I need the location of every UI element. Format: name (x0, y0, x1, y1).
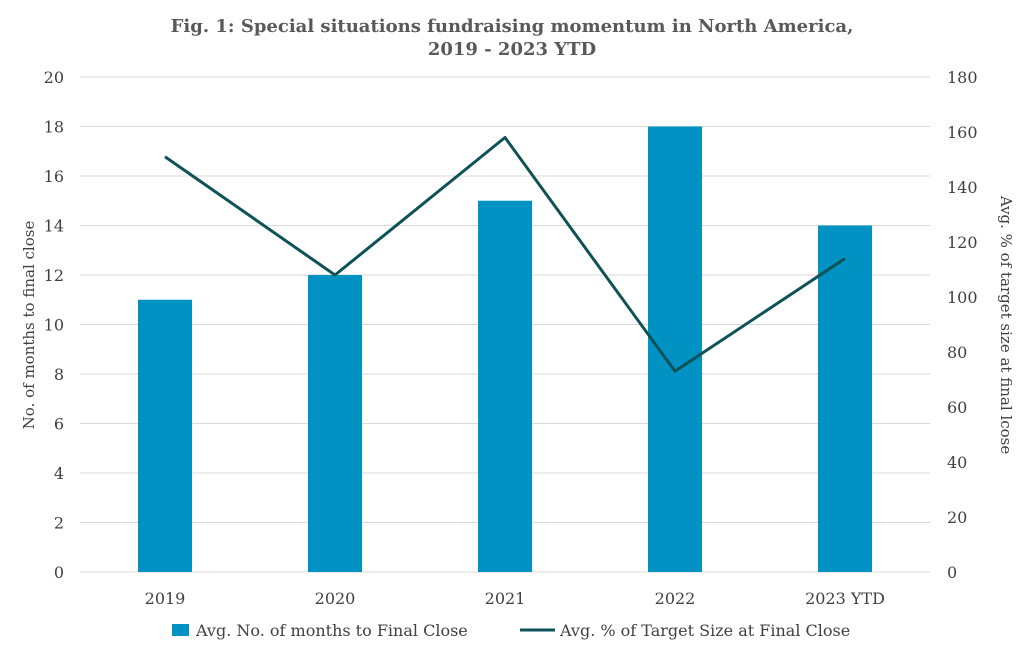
bar-series (138, 126, 872, 572)
x-tick-label: 2020 (315, 589, 356, 608)
x-tick-label: 2023 YTD (805, 589, 885, 608)
line-series (164, 136, 846, 373)
left-tick-label: 18 (44, 118, 64, 137)
right-tick-label: 60 (947, 398, 967, 417)
right-tick-label: 160 (947, 123, 978, 142)
right-tick-label: 100 (947, 288, 978, 307)
legend-bar-label: Avg. No. of months to Final Close (195, 621, 468, 640)
right-tick-label: 0 (947, 563, 957, 582)
left-tick-label: 0 (54, 563, 64, 582)
right-tick-label: 20 (947, 508, 967, 527)
legend-line-label: Avg. % of Target Size at Final Close (559, 621, 850, 640)
left-tick-label: 16 (44, 167, 64, 186)
left-axis-ticks: 0 2 4 6 8 10 12 14 16 18 20 (44, 68, 64, 582)
x-tick-label: 2021 (485, 589, 526, 608)
left-tick-label: 20 (44, 68, 64, 87)
bar (648, 126, 702, 572)
left-tick-label: 12 (44, 266, 64, 285)
right-axis-label: Avg. % of target size at final lcose (997, 195, 1015, 455)
right-tick-label: 80 (947, 343, 967, 362)
series-line (164, 136, 846, 373)
left-tick-label: 4 (54, 464, 64, 483)
left-tick-label: 8 (54, 365, 64, 384)
bar (818, 225, 872, 572)
bar (308, 275, 362, 572)
right-tick-label: 180 (947, 68, 978, 87)
bar (478, 200, 532, 572)
bar (138, 299, 192, 572)
left-axis-label: No. of months to final close (20, 221, 38, 430)
right-axis-ticks: 0 20 40 60 80 100 120 140 160 180 (947, 68, 978, 582)
left-tick-label: 10 (44, 316, 64, 335)
right-tick-label: 140 (947, 178, 978, 197)
right-tick-label: 120 (947, 233, 978, 252)
x-tick-label: 2022 (655, 589, 696, 608)
left-tick-label: 6 (54, 415, 64, 434)
chart-title-line-1: Fig. 1: Special situations fundraising m… (171, 16, 854, 37)
left-tick-label: 14 (44, 217, 64, 236)
legend-bar-swatch (172, 624, 189, 636)
chart-title-line-2: 2019 - 2023 YTD (428, 39, 596, 60)
right-tick-label: 40 (947, 453, 967, 472)
left-tick-label: 2 (54, 514, 64, 533)
x-tick-label: 2019 (145, 589, 186, 608)
x-axis-ticks: 2019 2020 2021 2022 2023 YTD (145, 589, 885, 608)
legend: Avg. No. of months to Final Close Avg. %… (172, 621, 850, 640)
